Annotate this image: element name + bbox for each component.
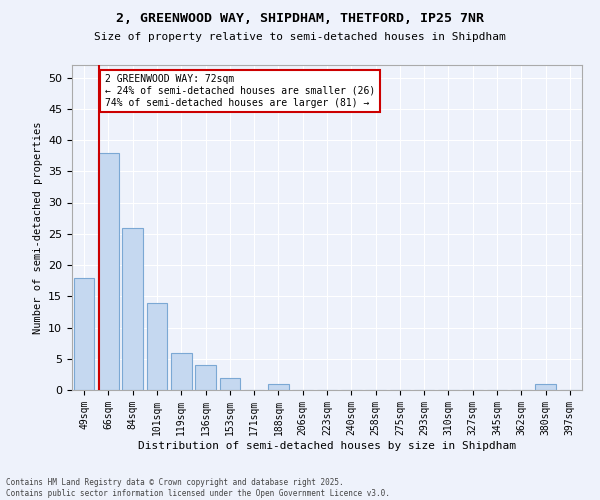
X-axis label: Distribution of semi-detached houses by size in Shipdham: Distribution of semi-detached houses by … xyxy=(138,440,516,450)
Bar xyxy=(220,378,240,390)
Bar xyxy=(195,365,216,390)
Text: Size of property relative to semi-detached houses in Shipdham: Size of property relative to semi-detach… xyxy=(94,32,506,42)
Bar xyxy=(98,152,119,390)
Bar xyxy=(268,384,289,390)
Text: Contains HM Land Registry data © Crown copyright and database right 2025.
Contai: Contains HM Land Registry data © Crown c… xyxy=(6,478,390,498)
Bar xyxy=(171,352,191,390)
Text: 2, GREENWOOD WAY, SHIPDHAM, THETFORD, IP25 7NR: 2, GREENWOOD WAY, SHIPDHAM, THETFORD, IP… xyxy=(116,12,484,26)
Bar xyxy=(146,302,167,390)
Y-axis label: Number of semi-detached properties: Number of semi-detached properties xyxy=(32,121,43,334)
Bar xyxy=(122,228,143,390)
Bar xyxy=(74,278,94,390)
Bar xyxy=(535,384,556,390)
Text: 2 GREENWOOD WAY: 72sqm
← 24% of semi-detached houses are smaller (26)
74% of sem: 2 GREENWOOD WAY: 72sqm ← 24% of semi-det… xyxy=(105,74,375,108)
